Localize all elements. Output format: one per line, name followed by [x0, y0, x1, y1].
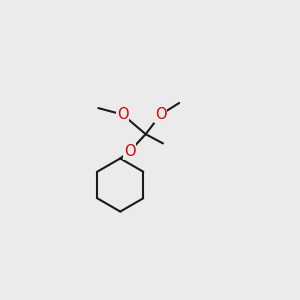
- Text: O: O: [117, 107, 128, 122]
- Text: O: O: [124, 144, 135, 159]
- Text: O: O: [155, 107, 167, 122]
